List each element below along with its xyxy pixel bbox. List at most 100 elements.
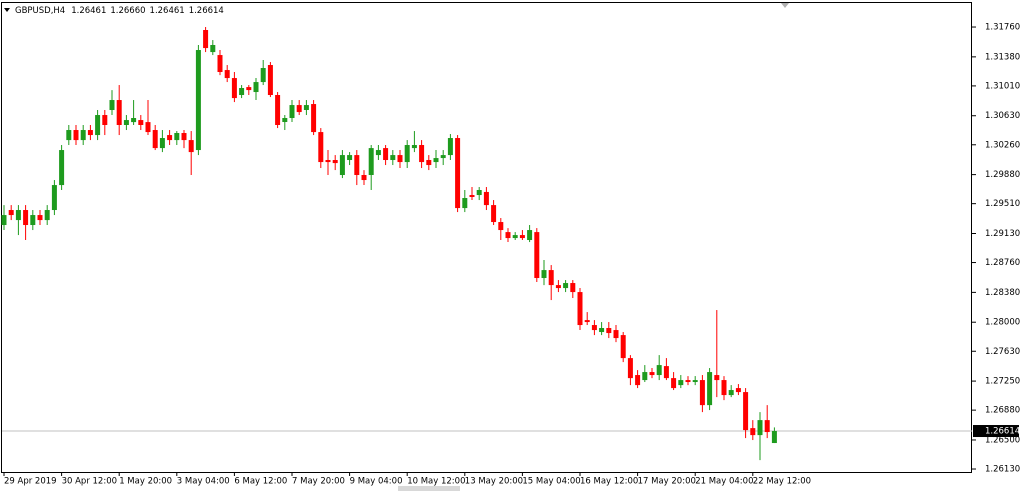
candle-body: [627, 358, 633, 379]
plot-frame: [1, 2, 972, 473]
candle-body: [332, 160, 338, 164]
candle-body: [174, 133, 180, 141]
y-tick-label: 1.29510: [985, 199, 1020, 209]
y-tick-label: 1.26130: [985, 465, 1020, 475]
candle-body: [699, 380, 705, 406]
candle-body: [606, 328, 612, 334]
candle-body: [462, 198, 468, 209]
candle-body: [37, 215, 43, 221]
candle-body: [707, 372, 713, 406]
candle-body: [743, 392, 749, 431]
candle-body: [469, 195, 475, 197]
y-tick-label: 1.28000: [985, 318, 1020, 328]
candle-body: [109, 100, 115, 111]
y-tick-label: 1.28760: [985, 258, 1020, 268]
candle-body: [498, 222, 504, 231]
candle-body: [714, 375, 720, 381]
candle-body: [584, 320, 590, 323]
candle-body: [721, 380, 727, 396]
candle-body: [397, 155, 403, 163]
candle-body: [411, 145, 417, 149]
y-tick-label: 1.26880: [985, 406, 1020, 416]
x-tick-label: 22 May 12:00: [753, 477, 811, 487]
candle-body: [23, 210, 29, 226]
candle-body: [210, 45, 216, 53]
candle-body: [318, 132, 324, 163]
candle-body: [512, 235, 518, 239]
candle-body: [30, 215, 36, 226]
candle-body: [347, 155, 353, 161]
y-tick-label: 1.27250: [985, 377, 1020, 387]
candle-body: [750, 428, 756, 436]
candle-body: [181, 133, 187, 141]
candle-body: [195, 50, 201, 151]
y-tick-label: 1.30260: [985, 140, 1020, 150]
candle-body: [116, 100, 122, 125]
candle-body: [138, 120, 144, 125]
candle-body: [678, 380, 684, 386]
candle-body: [95, 115, 101, 136]
candle-body: [555, 285, 561, 289]
candle-body: [267, 65, 273, 96]
high-label: 1.26660: [110, 6, 145, 16]
candle-body: [339, 155, 345, 176]
candle-body: [426, 160, 432, 166]
x-tick-label: 30 Apr 12:00: [62, 477, 117, 487]
candle-body: [599, 328, 605, 333]
candle-body: [375, 150, 381, 156]
y-tick-label: 1.29880: [985, 170, 1020, 180]
header: GBPUSD,H4 1.26461 1.26660 1.26461 1.26614: [15, 6, 224, 16]
candle-body: [224, 70, 230, 79]
candle-body: [87, 130, 93, 136]
x-tick-label: 17 May 20:00: [638, 477, 696, 487]
y-tick-label: 1.28380: [985, 288, 1020, 298]
scroll-thumb[interactable]: [398, 486, 460, 491]
candle-body: [692, 380, 698, 383]
open-label: 1.26461: [71, 6, 106, 16]
candle-body: [541, 270, 547, 279]
shift-marker[interactable]: [781, 3, 789, 8]
x-tick-label: 3 May 04:00: [177, 477, 230, 487]
symbol: GBPUSD,H4: [15, 6, 65, 16]
current-price-label: 1.26614: [985, 427, 1020, 437]
candle-body: [771, 431, 777, 444]
low-label: 1.26461: [150, 6, 185, 16]
candle-body: [534, 232, 540, 279]
candle-body: [325, 160, 331, 163]
candle-body: [663, 366, 669, 379]
x-tick-label: 7 May 20:00: [292, 477, 345, 487]
candle-body: [167, 135, 173, 141]
x-tick-label: 9 May 04:00: [350, 477, 403, 487]
candle-body: [44, 210, 50, 221]
candle-body: [361, 175, 367, 181]
candle-body: [159, 138, 165, 149]
y-tick-label: 1.30630: [985, 111, 1020, 121]
candle-body: [642, 372, 648, 381]
candle-body: [246, 87, 252, 91]
menu-arrow[interactable]: [4, 8, 10, 12]
candle-body: [1, 215, 7, 226]
candle-body: [735, 388, 741, 393]
candle-body: [404, 145, 410, 163]
x-tick-label: 13 May 20:00: [465, 477, 523, 487]
candle-body: [577, 292, 583, 326]
candle-body: [73, 130, 79, 141]
candle-body: [757, 420, 763, 436]
candle-body: [390, 155, 396, 161]
candle-body: [289, 105, 295, 119]
x-tick-label: 10 May 12:00: [407, 477, 465, 487]
candle-body: [671, 378, 677, 389]
candle-body: [80, 130, 86, 141]
candle-body: [383, 148, 389, 161]
candle-body: [764, 420, 770, 433]
x-tick-label: 1 May 20:00: [119, 477, 172, 487]
candle-body: [354, 155, 360, 176]
candle-body: [123, 120, 129, 125]
y-tick-label: 1.31010: [985, 81, 1020, 91]
candle-body: [102, 115, 108, 125]
candle-body: [635, 375, 641, 386]
candle-body: [455, 138, 461, 209]
